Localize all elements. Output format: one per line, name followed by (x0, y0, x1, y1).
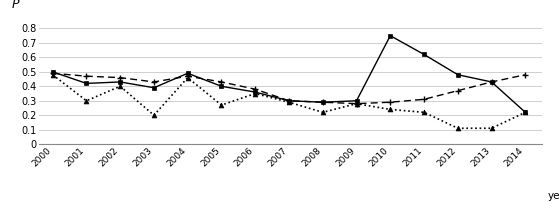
Text: years: years (547, 191, 559, 201)
Text: P: P (12, 0, 19, 11)
